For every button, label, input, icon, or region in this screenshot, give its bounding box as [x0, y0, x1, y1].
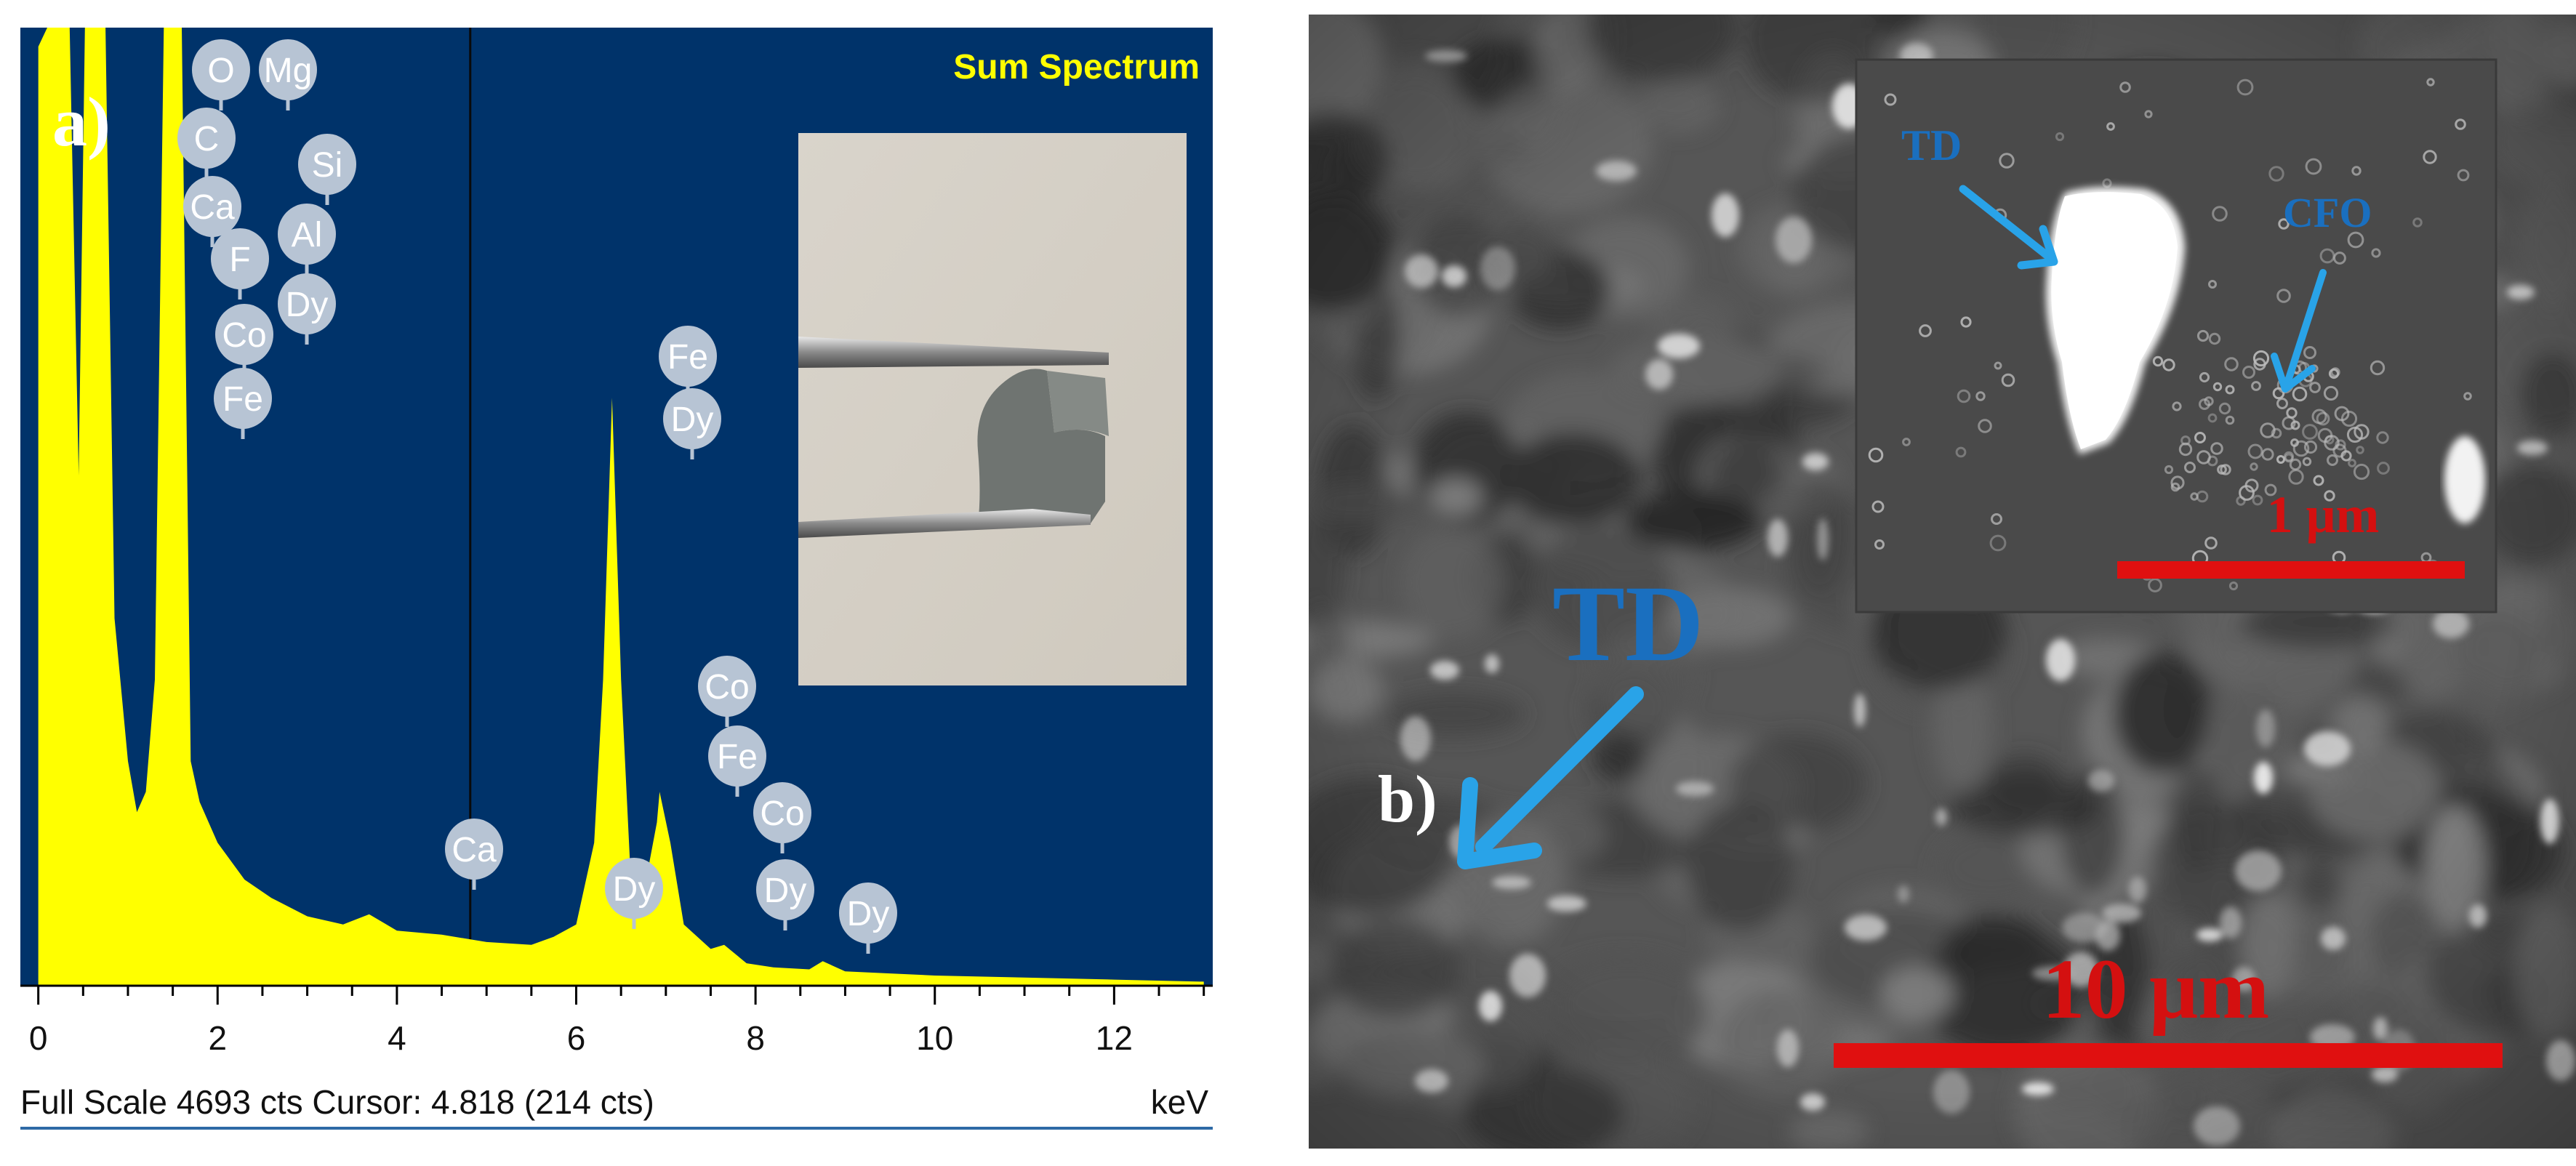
inset-cfo-arrow: [2271, 269, 2327, 393]
peak-marker-label: Dy: [671, 401, 714, 439]
inset-scalebar-label: 1 μm: [2267, 486, 2380, 544]
peak-marker-dy: Dy: [663, 388, 721, 459]
peak-marker-label: Si: [312, 146, 343, 185]
spectrum-series: [38, 28, 1204, 986]
peak-marker-label: O: [207, 52, 234, 90]
peak-marker-co: Co: [698, 656, 756, 727]
x-tick-label: 10: [916, 1019, 953, 1057]
peak-marker-dy: Dy: [756, 859, 814, 930]
panel-a-label: a): [52, 83, 111, 161]
film-sample-icon: [977, 369, 1105, 523]
main-scalebar: [1834, 1043, 2503, 1068]
peak-marker-ca: Ca: [183, 176, 241, 247]
peak-marker-label: Dy: [847, 895, 890, 933]
inset-cfo-label: CFO: [2283, 189, 2372, 236]
peak-marker-label: F: [229, 241, 250, 279]
sem-micrograph: TD CFO 1 μm TD b) 10 μm: [1232, 0, 2576, 1166]
peak-marker-label: Dy: [613, 870, 656, 909]
peak-marker-fe: Fe: [708, 725, 766, 797]
sem-inset: TD CFO 1 μm: [1855, 58, 2497, 614]
peak-marker-dy: Dy: [839, 882, 897, 954]
peak-marker-o: O: [192, 39, 250, 110]
peak-marker-fe: Fe: [659, 326, 717, 397]
main-td-arrow: [1457, 686, 1644, 869]
x-tick-label: 6: [567, 1019, 586, 1057]
peak-marker-fe: Fe: [214, 368, 272, 439]
peak-marker-ca: Ca: [445, 819, 503, 890]
tweezer-upper-icon: [798, 337, 1109, 368]
footer-status: Full Scale 4693 cts Cursor: 4.818 (214 c…: [20, 1083, 654, 1121]
peak-marker-label: Dy: [286, 286, 329, 324]
peak-marker-label: Ca: [452, 831, 497, 869]
peak-marker-c: C: [177, 108, 236, 179]
x-tick-label: 0: [29, 1019, 48, 1057]
peak-marker-si: Si: [298, 134, 356, 205]
spectrum-title: Sum Spectrum: [953, 48, 1200, 87]
inset-td-label: TD: [1901, 121, 1962, 169]
eds-spectrum-chart: Sum Spectrum a) O MgCSiCaAlFDyCoFeFeDyCoF…: [20, 28, 1213, 1130]
spectrum-area: [38, 28, 1204, 986]
peak-marker-label: C: [194, 120, 220, 158]
peak-marker-label: Mg: [264, 52, 313, 90]
peak-marker-label: Dy: [764, 872, 807, 910]
tweezer-lower-icon: [798, 509, 1091, 538]
x-tick-label: 4: [388, 1019, 406, 1057]
panel-b-label: b): [1378, 762, 1437, 836]
peak-marker-al: Al: [278, 204, 336, 275]
inset-photo: [798, 133, 1187, 685]
peak-marker-label: Co: [222, 316, 266, 355]
main-scalebar-label: 10 μm: [2042, 941, 2270, 1037]
sem-image-panel: TD CFO 1 μm TD b) 10 μm: [1232, 0, 2576, 1166]
x-axis-ticks: 0 2 4 6 8 10 12: [29, 986, 1205, 1057]
peak-marker-co: Co: [753, 782, 811, 853]
peak-marker-label: Fe: [717, 738, 758, 776]
eds-spectrum-panel: Sum Spectrum a) O Mg C Si Ca Al F Dy Co Fe Fe Dy Co F…: [0, 0, 1236, 1162]
x-tick-label: 12: [1096, 1019, 1133, 1057]
peak-marker-co: Co: [215, 304, 273, 375]
peak-marker-label: Co: [705, 668, 749, 707]
peak-marker-label: Fe: [222, 380, 263, 419]
x-tick-label: 8: [746, 1019, 765, 1057]
peak-marker-label: Co: [760, 795, 804, 833]
main-td-label: TD: [1552, 563, 1704, 684]
peak-marker-label: Ca: [190, 188, 235, 227]
peak-marker-label: Fe: [667, 338, 708, 377]
peak-marker-dy: Dy: [605, 858, 663, 929]
inset-td-arrow: [1959, 185, 2058, 270]
inset-scalebar: [2117, 561, 2465, 579]
peak-marker-f: F: [211, 228, 269, 299]
peak-marker-dy: Dy: [278, 273, 336, 345]
peak-marker-mg: Mg: [259, 39, 317, 110]
footer-unit: keV: [1151, 1083, 1209, 1121]
peak-marker-label: Al: [292, 216, 323, 254]
x-tick-label: 2: [208, 1019, 227, 1057]
